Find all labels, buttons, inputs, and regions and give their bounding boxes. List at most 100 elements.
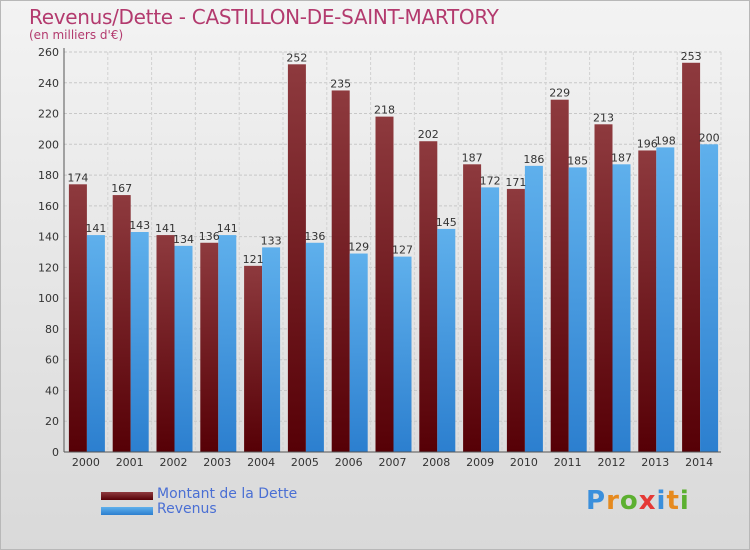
y-tick-label: 120 <box>38 261 59 274</box>
y-tick-label: 40 <box>45 384 59 397</box>
value-label-revenus: 127 <box>392 244 413 257</box>
bar-dette <box>506 188 525 452</box>
x-tick-label: 2010 <box>510 456 538 469</box>
value-label-dette: 196 <box>637 137 658 150</box>
value-label-revenus: 187 <box>611 151 632 164</box>
bar-dette <box>638 150 657 452</box>
bar-dette <box>68 184 87 453</box>
value-label-revenus: 133 <box>261 234 282 247</box>
bar-dette <box>200 242 219 452</box>
axes: 0 20 40 60 80 100 120 140 160 180 200 220 240 260 2000… <box>38 46 721 469</box>
bars <box>68 62 719 453</box>
x-tick-label: 2014 <box>685 456 713 469</box>
x-tick-label: 2002 <box>160 456 188 469</box>
bar-revenus <box>437 228 456 452</box>
bar-revenus <box>262 247 281 452</box>
value-label-dette: 167 <box>111 182 132 195</box>
bar-revenus <box>481 187 500 452</box>
bar-dette <box>419 141 438 452</box>
x-tick-label: 2009 <box>466 456 494 469</box>
logo-letter: i <box>679 486 690 516</box>
x-tick-label: 2006 <box>335 456 363 469</box>
bar-dette <box>331 90 350 452</box>
x-tick-label: 2003 <box>203 456 231 469</box>
value-label-revenus: 141 <box>217 222 238 235</box>
logo-letter: P <box>586 486 607 516</box>
logo-letter: r <box>606 486 620 516</box>
bar-revenus <box>524 165 543 452</box>
x-tick-label: 2007 <box>379 456 407 469</box>
bar-dette <box>463 164 482 453</box>
value-label-revenus: 129 <box>348 241 369 254</box>
value-label-dette: 218 <box>374 104 395 117</box>
legend-label-dette: Montant de la Dette <box>157 486 298 502</box>
bar-dette <box>244 265 263 452</box>
x-tick-label: 2000 <box>72 456 100 469</box>
bar-dette <box>375 116 394 452</box>
y-tick-label: 200 <box>38 138 59 151</box>
y-tick-label: 220 <box>38 108 59 121</box>
value-label-revenus: 200 <box>699 131 720 144</box>
bar-dette <box>156 235 175 452</box>
bar-dette <box>287 64 306 453</box>
value-label-dette: 253 <box>681 50 702 63</box>
logo-letter: i <box>656 486 667 516</box>
y-tick-label: 180 <box>38 169 59 182</box>
y-tick-label: 20 <box>45 415 59 428</box>
bar-revenus <box>305 242 324 452</box>
bar-revenus <box>700 144 719 453</box>
value-label-dette: 213 <box>593 111 614 124</box>
value-label-dette: 141 <box>155 222 176 235</box>
proxiti-logo: Proxiti <box>586 486 690 516</box>
value-label-revenus: 186 <box>523 153 544 166</box>
value-label-revenus: 145 <box>436 216 457 229</box>
legend-swatch-dette <box>101 492 153 500</box>
x-tick-label: 2005 <box>291 456 319 469</box>
x-tick-label: 2008 <box>422 456 450 469</box>
bar-revenus <box>612 164 631 453</box>
bar-dette <box>112 195 131 453</box>
logo-letter: x <box>638 486 657 516</box>
bar-revenus <box>174 245 193 452</box>
value-label-dette: 136 <box>199 230 220 243</box>
bar-revenus <box>656 147 675 452</box>
bar-revenus <box>130 232 149 452</box>
value-label-revenus: 143 <box>129 219 150 232</box>
x-tick-label: 2001 <box>116 456 144 469</box>
y-tick-label: 0 <box>52 446 59 459</box>
y-tick-label: 160 <box>38 200 59 213</box>
bar-revenus <box>218 235 237 452</box>
chart-title: Revenus/Dette - CASTILLON-DE-SAINT-MARTO… <box>29 5 499 29</box>
y-tick-label: 140 <box>38 231 59 244</box>
y-tick-label: 60 <box>45 354 59 367</box>
legend-label-revenus: Revenus <box>157 501 217 517</box>
y-tick-label: 240 <box>38 77 59 90</box>
logo-letter: o <box>619 486 639 516</box>
bar-dette <box>682 62 701 453</box>
logo-letter: t <box>666 486 680 516</box>
bar-revenus <box>568 167 587 452</box>
value-label-revenus: 198 <box>655 134 676 147</box>
y-tick-label: 100 <box>38 292 59 305</box>
value-label-dette: 174 <box>67 171 88 184</box>
value-label-revenus: 172 <box>480 174 501 187</box>
x-tick-label: 2013 <box>641 456 669 469</box>
value-label-dette: 229 <box>549 87 570 100</box>
value-label-dette: 202 <box>418 128 439 141</box>
bar-revenus <box>349 253 368 452</box>
bar-revenus <box>393 256 412 452</box>
bar-dette <box>550 99 569 452</box>
y-tick-label: 260 <box>38 46 59 59</box>
legend-swatch-revenus <box>101 507 153 515</box>
bar-dette <box>594 124 613 453</box>
y-tick-label: 80 <box>45 323 59 336</box>
value-label-revenus: 136 <box>304 230 325 243</box>
value-label-dette: 235 <box>330 77 351 90</box>
value-label-dette: 171 <box>505 176 526 189</box>
x-tick-label: 2012 <box>598 456 626 469</box>
value-label-revenus: 141 <box>85 222 106 235</box>
value-label-revenus: 134 <box>173 233 194 246</box>
value-label-dette: 252 <box>286 51 307 64</box>
